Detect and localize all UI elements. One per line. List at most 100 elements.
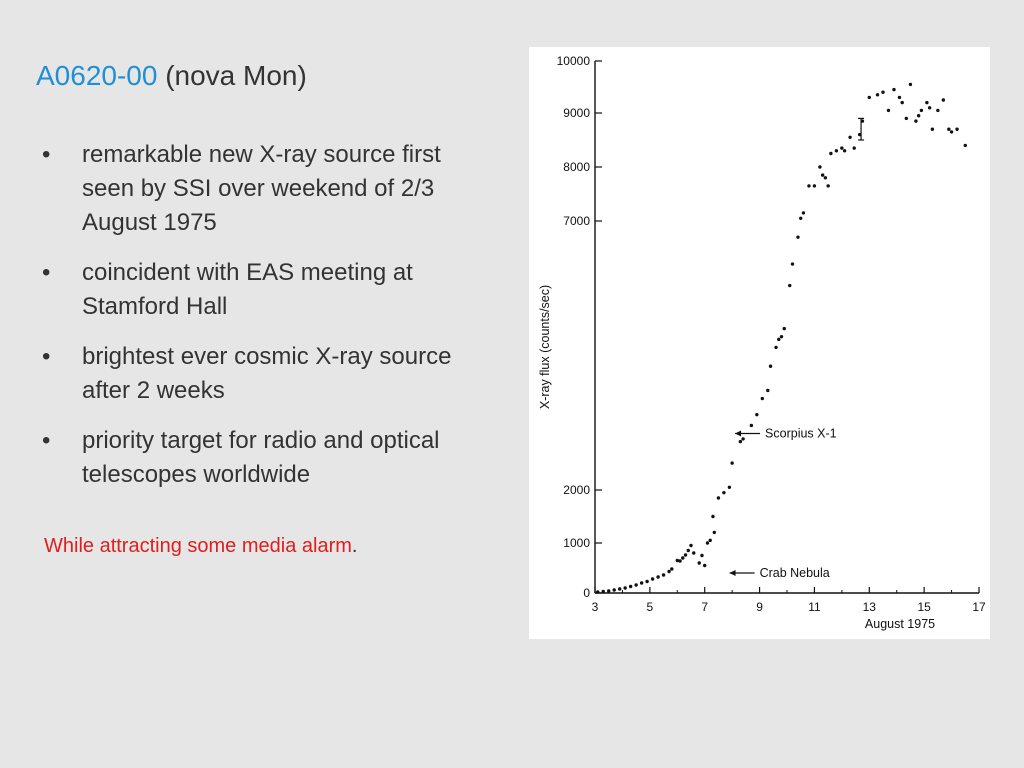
data-point <box>730 461 734 465</box>
x-tick-label: 9 <box>756 600 763 614</box>
slide-title: A0620-00 (nova Mon) <box>36 60 307 92</box>
data-point <box>820 173 825 177</box>
data-point <box>867 95 871 100</box>
x-tick-label: 13 <box>863 600 877 614</box>
data-point <box>801 211 806 215</box>
data-point <box>755 412 759 417</box>
title-source-alias: (nova Mon) <box>157 60 307 91</box>
data-point <box>623 586 627 590</box>
data-point <box>667 569 671 574</box>
data-point <box>675 558 679 563</box>
note-text: While attracting some media alarm <box>44 535 352 557</box>
data-point <box>700 553 704 558</box>
data-point <box>670 567 674 571</box>
data-point <box>829 151 833 156</box>
data-point <box>925 100 929 105</box>
data-point <box>741 437 745 441</box>
data-point <box>716 496 721 500</box>
data-point <box>703 563 707 568</box>
data-point <box>612 588 616 592</box>
data-point <box>936 108 940 113</box>
bullet-text: remarkable new X-ray source first seen b… <box>82 141 441 236</box>
data-point <box>892 87 896 92</box>
data-point <box>834 149 839 153</box>
data-point <box>708 538 712 543</box>
bullet-item: • priority target for radio and optical t… <box>40 424 480 492</box>
data-point <box>777 337 781 342</box>
annotation-arrowhead <box>735 430 742 437</box>
data-point <box>790 262 795 266</box>
data-point <box>617 587 622 591</box>
data-point <box>886 108 891 113</box>
y-tick-label: 1000 <box>563 536 590 550</box>
data-point <box>900 100 904 105</box>
data-point <box>639 581 644 585</box>
chart-panel: 3 5 7 9 11 13 15 17 0 1000 2000 7000 8000 9000 10000 Au… <box>529 47 990 639</box>
data-point <box>738 439 743 444</box>
x-tick-label: 11 <box>808 600 821 614</box>
data-point <box>826 184 830 188</box>
annotation-label: Crab Nebula <box>760 566 830 580</box>
data-point <box>727 485 732 490</box>
y-tick-label: 7000 <box>563 214 590 228</box>
note-period: . <box>351 535 358 557</box>
data-point <box>823 176 828 180</box>
data-point <box>914 119 918 123</box>
x-tick-label: 3 <box>592 600 599 614</box>
annotation-arrowhead <box>729 570 736 576</box>
x-tick-label: 7 <box>701 600 708 614</box>
data-point <box>697 561 701 565</box>
data-point <box>774 345 778 350</box>
data-point <box>689 543 693 548</box>
data-point <box>766 388 770 393</box>
bullet-icon: • <box>42 259 51 286</box>
data-point <box>947 127 951 131</box>
y-axis-label: X-ray flux (counts/sec) <box>538 285 552 409</box>
y-tick-label: 2000 <box>563 483 590 497</box>
x-tick-label: 5 <box>647 600 654 614</box>
data-point <box>840 146 844 150</box>
data-point <box>799 216 803 220</box>
data-point <box>683 553 688 557</box>
title-source-name: A0620-00 <box>36 60 158 91</box>
data-point <box>607 589 611 593</box>
bullet-item: • remarkable new X-ray source first seen … <box>40 138 480 240</box>
data-point <box>678 559 682 563</box>
data-point <box>796 235 800 239</box>
data-point <box>656 575 660 579</box>
y-tick-label: 9000 <box>563 106 590 120</box>
bullet-icon: • <box>42 141 51 168</box>
data-point <box>875 93 880 97</box>
data-point <box>645 579 649 584</box>
annotation-label: Scorpius X-1 <box>765 427 837 441</box>
bullet-list: • remarkable new X-ray source first seen … <box>40 138 480 508</box>
data-point <box>916 114 921 118</box>
y-tick-label: 10000 <box>557 54 591 68</box>
data-point <box>650 577 655 581</box>
data-point <box>749 423 754 428</box>
data-point <box>848 135 852 139</box>
y-tick-label: 8000 <box>563 160 590 174</box>
data-point <box>712 530 717 535</box>
data-point <box>711 514 715 519</box>
data-point <box>955 127 959 131</box>
bullet-text: priority target for radio and optical te… <box>82 427 440 488</box>
data-point <box>722 490 726 495</box>
bullet-item: • coincident with EAS meeting at Stamford… <box>40 256 480 324</box>
data-point <box>628 584 633 589</box>
data-point <box>601 589 605 594</box>
data-point <box>927 106 932 110</box>
data-point <box>681 556 685 560</box>
data-point <box>760 396 765 401</box>
data-point <box>596 590 600 594</box>
data-point <box>782 326 786 331</box>
x-tick-label: 17 <box>972 600 986 614</box>
data-point <box>661 573 666 577</box>
data-point <box>788 283 792 288</box>
data-point <box>919 108 924 113</box>
data-point <box>842 149 847 153</box>
bullet-icon: • <box>42 343 51 370</box>
bullet-item: • brightest ever cosmic X-ray source afte… <box>40 340 480 408</box>
data-point <box>941 98 946 102</box>
data-point <box>930 127 935 131</box>
